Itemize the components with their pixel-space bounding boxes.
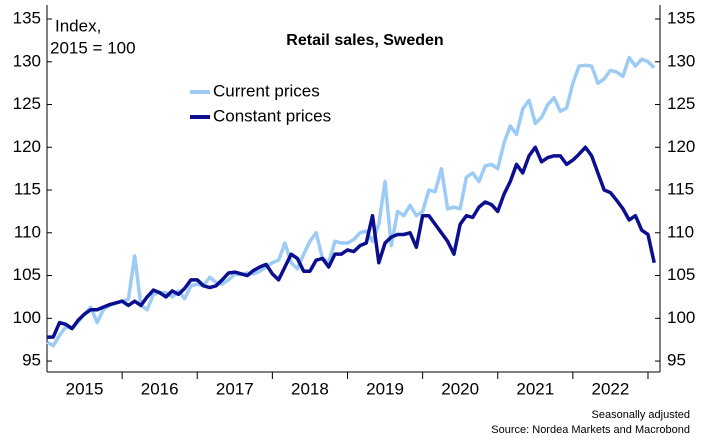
y-tick-label: 95 bbox=[22, 351, 41, 370]
y-tick-label: 130 bbox=[13, 51, 41, 70]
x-tick-label: 2017 bbox=[216, 379, 254, 398]
legend-label: Current prices bbox=[213, 81, 320, 100]
y2-tick-label: 110 bbox=[667, 222, 694, 241]
y2-tick-label: 115 bbox=[667, 180, 694, 199]
y-tick-label: 120 bbox=[13, 137, 41, 156]
y-tick-label: 135 bbox=[13, 9, 41, 28]
series-line bbox=[46, 55, 656, 348]
y2-tick-label: 95 bbox=[667, 351, 686, 370]
y2-tick-label: 120 bbox=[667, 137, 695, 156]
y-tick-label: 100 bbox=[13, 308, 41, 327]
note: Source: Nordea Markets and Macrobond bbox=[491, 424, 690, 436]
y-tick-label: 125 bbox=[13, 94, 41, 113]
chart-title: Retail sales, Sweden bbox=[286, 32, 443, 49]
series-line bbox=[47, 145, 656, 339]
x-tick-label: 2020 bbox=[441, 379, 479, 398]
y-label: Index, bbox=[55, 16, 101, 35]
x-tick-label: 2015 bbox=[66, 379, 104, 398]
legend-label: Constant prices bbox=[213, 106, 331, 125]
x-tick-label: 2021 bbox=[516, 379, 554, 398]
x-tick-label: 2018 bbox=[291, 379, 329, 398]
x-tick-label: 2016 bbox=[141, 379, 179, 398]
y2-tick-label: 130 bbox=[667, 51, 695, 70]
y2-tick-label: 135 bbox=[667, 9, 695, 28]
x-tick-label: 2022 bbox=[592, 379, 630, 398]
y-tick-label: 110 bbox=[14, 222, 41, 241]
y2-tick-label: 100 bbox=[667, 308, 695, 327]
y2-tick-label: 125 bbox=[667, 94, 695, 113]
note: Seasonally adjusted bbox=[592, 409, 690, 421]
y2-tick-label: 105 bbox=[667, 265, 695, 284]
y-label: 2015 = 100 bbox=[50, 38, 136, 57]
y-tick-label: 115 bbox=[14, 180, 41, 199]
y-tick-label: 105 bbox=[13, 265, 41, 284]
x-tick-label: 2019 bbox=[366, 379, 404, 398]
